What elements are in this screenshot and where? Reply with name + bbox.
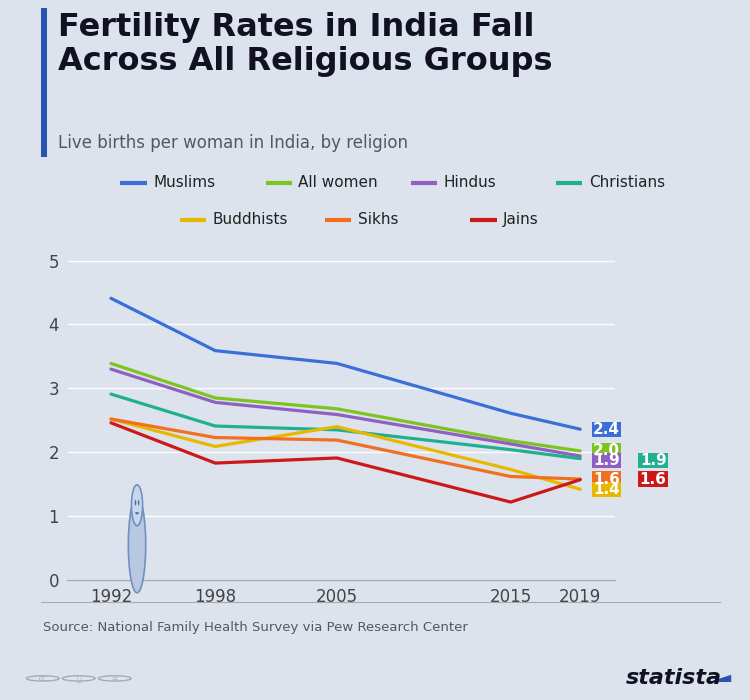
FancyBboxPatch shape bbox=[592, 471, 621, 486]
Circle shape bbox=[135, 500, 136, 505]
Text: 1.9: 1.9 bbox=[593, 453, 619, 468]
Bar bbox=[41, 8, 47, 157]
FancyBboxPatch shape bbox=[592, 443, 621, 459]
FancyBboxPatch shape bbox=[592, 421, 621, 437]
Text: Hindus: Hindus bbox=[444, 175, 497, 190]
Text: 1.4: 1.4 bbox=[593, 482, 619, 497]
Text: Buddhists: Buddhists bbox=[213, 212, 288, 227]
Text: Source: National Family Health Survey via Pew Research Center: Source: National Family Health Survey vi… bbox=[43, 622, 468, 634]
Text: statista: statista bbox=[626, 668, 722, 688]
Text: Sikhs: Sikhs bbox=[358, 212, 398, 227]
Text: Christians: Christians bbox=[589, 175, 665, 190]
Text: All women: All women bbox=[298, 175, 378, 190]
Text: cc: cc bbox=[39, 674, 46, 683]
Text: ⓘ: ⓘ bbox=[76, 674, 81, 683]
Text: 2.0: 2.0 bbox=[592, 443, 619, 459]
Circle shape bbox=[131, 485, 142, 526]
FancyBboxPatch shape bbox=[638, 471, 668, 486]
Text: 1.6: 1.6 bbox=[640, 472, 667, 486]
Text: 2.4: 2.4 bbox=[592, 421, 619, 437]
Ellipse shape bbox=[128, 497, 146, 593]
Polygon shape bbox=[709, 675, 731, 682]
Text: Live births per woman in India, by religion: Live births per woman in India, by relig… bbox=[58, 134, 409, 152]
FancyBboxPatch shape bbox=[592, 453, 621, 468]
Text: =: = bbox=[112, 674, 118, 683]
FancyBboxPatch shape bbox=[592, 482, 621, 497]
Text: Jains: Jains bbox=[503, 212, 538, 227]
Text: Fertility Rates in India Fall
Across All Religious Groups: Fertility Rates in India Fall Across All… bbox=[58, 11, 553, 77]
Text: Muslims: Muslims bbox=[153, 175, 215, 190]
FancyBboxPatch shape bbox=[638, 453, 668, 468]
Text: 1.9: 1.9 bbox=[640, 453, 667, 468]
Text: 1.6: 1.6 bbox=[592, 472, 619, 486]
Circle shape bbox=[138, 500, 140, 505]
